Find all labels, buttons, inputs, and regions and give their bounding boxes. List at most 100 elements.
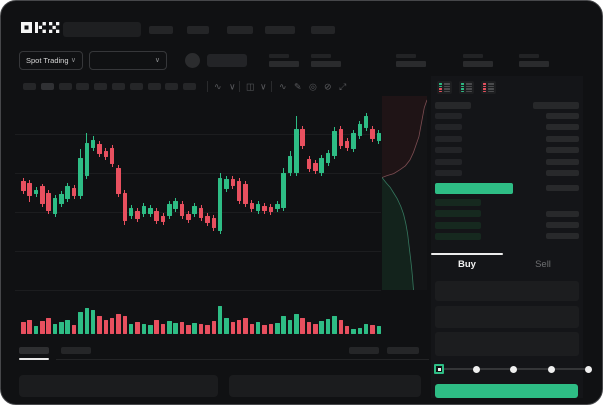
candle-body: [325, 153, 331, 163]
volume-bar: [192, 323, 197, 334]
book-bids-icon[interactable]: [459, 81, 474, 94]
line-style-icon[interactable]: ∿: [214, 81, 222, 92]
nav-item-3[interactable]: [227, 26, 253, 34]
timeframe-button-3[interactable]: [58, 83, 72, 90]
bid-row-amount[interactable]: [546, 233, 579, 240]
okx-logo[interactable]: [21, 21, 61, 34]
timeframe-button-8[interactable]: [147, 83, 161, 90]
candle-body: [135, 211, 140, 219]
bottom-panel-left[interactable]: [19, 375, 218, 397]
candle-body: [306, 159, 312, 169]
bottom-tab-orders[interactable]: [19, 347, 49, 354]
ask-row-amount[interactable]: [546, 113, 579, 119]
candle-body: [84, 143, 89, 176]
book-asks-icon[interactable]: [481, 81, 496, 94]
camera-icon[interactable]: ◎: [309, 81, 317, 92]
ask-row-amount[interactable]: [546, 124, 579, 131]
bid-row-amount[interactable]: [546, 210, 579, 217]
slider-handle[interactable]: [434, 364, 444, 374]
nav-item-5[interactable]: [311, 26, 335, 34]
volume-bar: [78, 312, 83, 334]
buy-submit-button[interactable]: [435, 384, 578, 398]
ask-row-price[interactable]: [435, 113, 462, 119]
volume-bar: [186, 325, 191, 334]
candle-body: [141, 206, 147, 214]
market-type-dropdown[interactable]: Spot Trading ∨: [19, 51, 83, 70]
candle-body: [52, 198, 58, 214]
ask-row-amount[interactable]: [546, 158, 579, 165]
bid-row-amount[interactable]: [546, 222, 579, 229]
volume-bar: [313, 324, 318, 334]
ask-row-amount[interactable]: [546, 170, 579, 176]
amount-slider[interactable]: [434, 361, 592, 377]
volume-bar: [97, 316, 102, 334]
tab-buy[interactable]: Buy: [458, 259, 476, 270]
volume-bar: [173, 323, 178, 334]
ask-row-price[interactable]: [435, 135, 462, 142]
ask-row-price[interactable]: [435, 170, 462, 176]
candle-body: [192, 206, 197, 214]
timeframe-button-1[interactable]: [23, 83, 36, 90]
bottom-right-item-1[interactable]: [349, 347, 379, 354]
fullscreen-icon[interactable]: ⤢: [339, 81, 347, 92]
timeframe-button-5[interactable]: [94, 83, 108, 90]
candle-style-icon[interactable]: ◫: [246, 81, 255, 92]
ask-row-price[interactable]: [435, 147, 462, 154]
draw-tool-icon[interactable]: ✎: [294, 81, 302, 92]
nav-item-2[interactable]: [187, 26, 209, 34]
bottom-panel-right[interactable]: [229, 375, 421, 397]
ask-row-price[interactable]: [435, 124, 462, 131]
volume-bar: [338, 320, 343, 334]
bid-row-price[interactable]: [435, 221, 481, 229]
volume-bar: [59, 322, 64, 334]
ask-row-price[interactable]: [435, 158, 462, 165]
pair-selector-dropdown[interactable]: ∨: [89, 51, 167, 70]
order-amount-field[interactable]: [435, 306, 579, 328]
ask-row-amount[interactable]: [546, 147, 579, 154]
indicator-icon[interactable]: ∿: [279, 81, 287, 92]
pair-name-placeholder[interactable]: [207, 54, 247, 67]
bid-row-price[interactable]: [435, 210, 481, 218]
candle-body: [154, 211, 159, 221]
timeframe-button-9[interactable]: [165, 83, 179, 90]
candle-body: [370, 129, 375, 139]
gridline: [15, 134, 381, 135]
slider-stop[interactable]: [472, 365, 480, 373]
order-total-field[interactable]: [435, 332, 579, 356]
volume-series: [15, 301, 382, 337]
bid-row-price[interactable]: [435, 199, 481, 206]
volume-bar: [287, 320, 293, 334]
chevron-down-icon[interactable]: ∨: [229, 81, 236, 92]
timeframe-button-6[interactable]: [112, 83, 125, 90]
ask-row-amount[interactable]: [546, 135, 579, 142]
search-input[interactable]: [63, 22, 141, 37]
bottom-tab-history[interactable]: [61, 347, 91, 354]
book-combined-icon[interactable]: [437, 81, 452, 94]
nav-item-1[interactable]: [149, 26, 173, 34]
timeframe-button-2[interactable]: [40, 83, 54, 90]
chevron-down-icon[interactable]: ∨: [260, 81, 267, 92]
nav-item-4[interactable]: [265, 26, 295, 34]
candle-body: [122, 193, 128, 221]
last-price-bar[interactable]: [435, 183, 513, 194]
hide-icon[interactable]: ⊘: [324, 81, 332, 92]
ticker-stat-value: [269, 61, 299, 67]
candle-body: [27, 183, 32, 196]
slider-stop[interactable]: [510, 365, 517, 373]
candle-body: [160, 216, 166, 222]
ticker-stat-label: [519, 54, 539, 58]
timeframe-button-7[interactable]: [129, 83, 143, 90]
slider-stop[interactable]: [547, 365, 555, 373]
timeframe-button-10[interactable]: [183, 83, 197, 90]
candle-body: [376, 133, 382, 141]
volume-bar: [351, 329, 356, 334]
tab-sell[interactable]: Sell: [535, 259, 551, 270]
bottom-right-item-2[interactable]: [387, 347, 419, 354]
bid-row-price[interactable]: [435, 232, 481, 240]
slider-stop[interactable]: [585, 365, 592, 373]
volume-bar: [332, 316, 337, 334]
header: [1, 1, 602, 45]
chart-toolbar: ∿ ∨ ◫ ∨ ∿ ✎ ◎ ⊘ ⤢: [1, 79, 431, 95]
order-price-field[interactable]: [435, 281, 579, 301]
timeframe-button-4[interactable]: [76, 83, 90, 90]
